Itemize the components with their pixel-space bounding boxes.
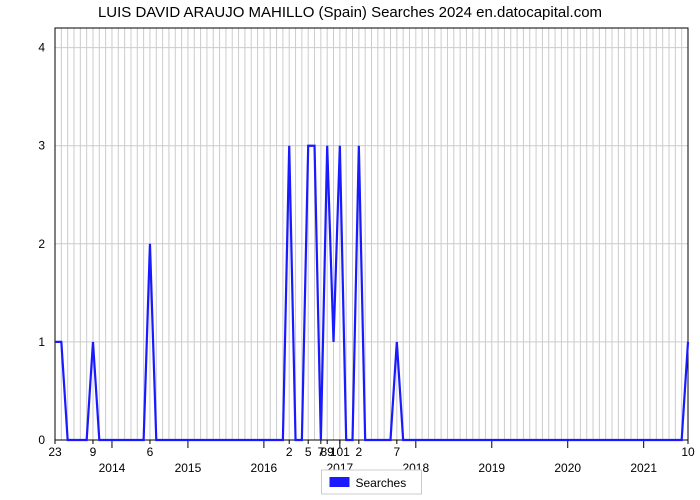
chart-title: LUIS DAVID ARAUJO MAHILLO (Spain) Search… <box>0 4 700 21</box>
x-value-label: 9 <box>90 445 97 459</box>
x-year-label: 2020 <box>554 461 581 475</box>
x-year-label: 2014 <box>99 461 126 475</box>
x-value-label: 10 <box>681 445 695 459</box>
x-value-label: 2 <box>355 445 362 459</box>
line-chart: 01234 2396257891012710 20142015201620172… <box>0 0 700 500</box>
x-year-label: 2021 <box>630 461 657 475</box>
y-tick-label: 2 <box>38 237 45 251</box>
x-year-label: 2019 <box>478 461 505 475</box>
legend: Searches <box>322 470 422 494</box>
x-value-label: 23 <box>48 445 62 459</box>
y-tick-label: 3 <box>38 139 45 153</box>
legend-label: Searches <box>356 476 407 490</box>
x-value-label: 6 <box>147 445 154 459</box>
x-year-label: 2015 <box>175 461 202 475</box>
x-value-label: 5 <box>305 445 312 459</box>
x-value-label: 7 <box>393 445 400 459</box>
y-tick-label: 4 <box>38 41 45 55</box>
legend-swatch <box>330 477 350 487</box>
y-tick-label: 1 <box>38 335 45 349</box>
x-year-label: 2016 <box>251 461 278 475</box>
x-value-label: 2 <box>286 445 293 459</box>
y-tick-label: 0 <box>38 433 45 447</box>
